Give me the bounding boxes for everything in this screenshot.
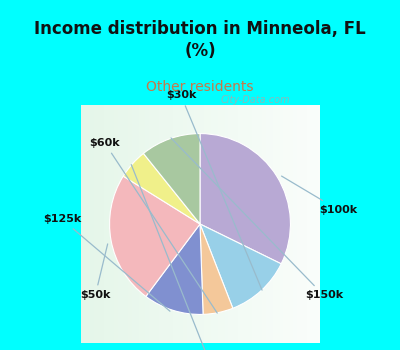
Wedge shape — [200, 134, 290, 264]
Text: $60k: $60k — [90, 138, 217, 313]
Wedge shape — [200, 224, 281, 308]
Wedge shape — [146, 224, 203, 314]
Text: $125k: $125k — [43, 214, 170, 311]
Text: City-Data.com: City-Data.com — [221, 96, 290, 105]
Text: $150k: $150k — [171, 138, 343, 300]
Wedge shape — [123, 153, 200, 224]
Wedge shape — [200, 224, 233, 314]
Wedge shape — [144, 134, 200, 224]
Text: $50k: $50k — [80, 244, 110, 300]
Text: $100k: $100k — [282, 176, 357, 215]
Text: $30k: $30k — [166, 91, 262, 290]
Text: Other residents: Other residents — [146, 80, 254, 94]
Text: $40k: $40k — [131, 164, 225, 350]
Wedge shape — [110, 176, 200, 296]
Text: Income distribution in Minneola, FL
(%): Income distribution in Minneola, FL (%) — [34, 20, 366, 60]
